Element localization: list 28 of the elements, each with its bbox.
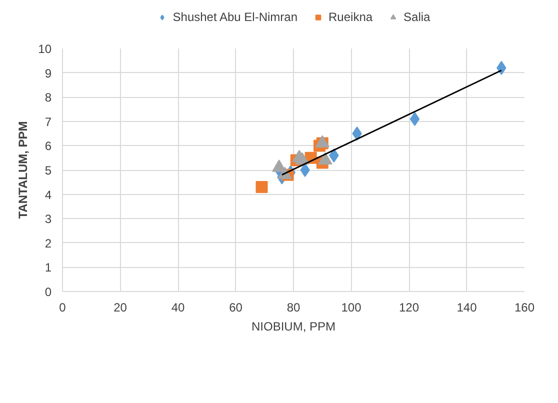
y-tick-label: 8 (44, 90, 52, 105)
x-tick-label: 80 (286, 300, 300, 314)
y-tick-label: 7 (44, 114, 52, 129)
y-tick-label: 1 (44, 260, 52, 275)
y-tick-label: 10 (38, 42, 52, 56)
x-tick-label: 160 (514, 300, 535, 314)
point (256, 181, 268, 194)
y-tick-label: 3 (44, 212, 52, 226)
y-tick-label: 0 (44, 285, 52, 299)
point (300, 163, 310, 177)
point (410, 112, 420, 126)
x-tick-label: 40 (171, 300, 185, 314)
y-tick-label: 2 (44, 236, 52, 250)
x-tick-label: 120 (398, 300, 420, 314)
legend-label: Salia (404, 10, 430, 24)
x-tick-label: 0 (59, 300, 66, 314)
y-tick-label: 4 (44, 188, 52, 202)
x-tick-label: 20 (114, 300, 128, 314)
y-tick-label: 9 (44, 66, 52, 80)
y-axis-title: TANTALUM, PPM (16, 121, 30, 219)
legend-label: Shushet Abu El-Nimran (172, 10, 298, 24)
x-tick-label: 100 (341, 300, 362, 314)
y-tick-label: 6 (44, 139, 52, 154)
y-tick-label: 5 (44, 164, 52, 178)
legend-label: Rueikna (328, 10, 373, 24)
x-tick-label: 60 (229, 300, 243, 314)
x-tick-label: 140 (456, 300, 478, 314)
x-axis-title: NIOBIUM, PPM (251, 320, 336, 334)
